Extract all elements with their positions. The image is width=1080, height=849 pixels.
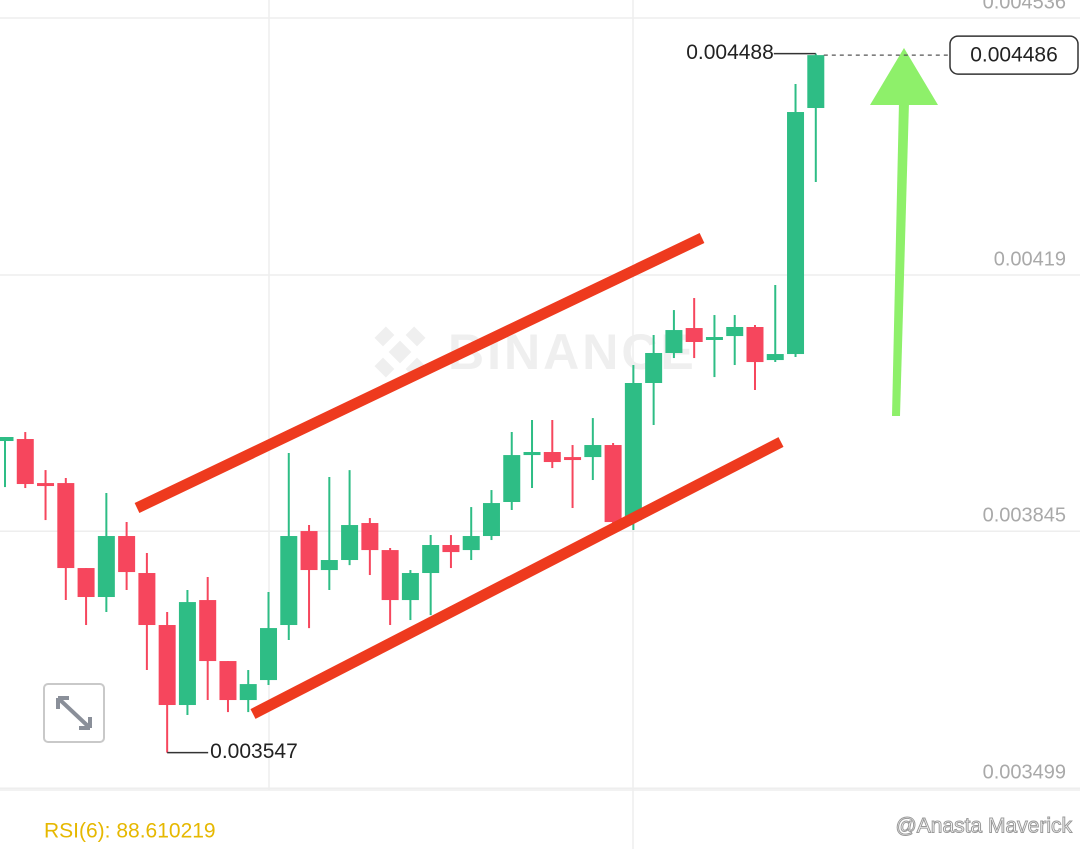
- candle-body: [746, 326, 764, 363]
- candle-body: [523, 452, 541, 456]
- current-price-box: [949, 35, 1079, 75]
- candle-body: [624, 383, 642, 521]
- candle-body: [665, 330, 683, 353]
- candle-body: [787, 112, 805, 355]
- candle-body: [543, 452, 561, 463]
- candle-body: [685, 328, 703, 342]
- candle-body: [422, 545, 440, 574]
- y-tick-label: 0.004536: [983, 0, 1066, 13]
- candle-body: [320, 560, 338, 571]
- candle-body: [705, 337, 723, 340]
- fullscreen-button[interactable]: [43, 683, 105, 743]
- candle-body: [300, 531, 318, 571]
- candle-body: [37, 483, 55, 487]
- candle-body: [280, 536, 298, 626]
- candle-body: [462, 536, 480, 551]
- plot-area: [0, 17, 1080, 790]
- candle-body: [807, 55, 825, 109]
- candle-body: [118, 536, 136, 573]
- candle-body: [239, 684, 257, 701]
- indicator-label: RSI(6): 88.610219: [44, 820, 216, 843]
- candle-body: [0, 437, 14, 442]
- candle-body: [158, 625, 176, 706]
- y-tick-label: 0.003845: [983, 505, 1066, 527]
- candle-body: [57, 483, 75, 569]
- up-arrow: [870, 48, 938, 416]
- candle-body: [442, 545, 460, 553]
- candle-body: [341, 525, 359, 561]
- high-label: 0.004488: [686, 41, 774, 64]
- candle-body: [199, 600, 217, 662]
- candle-body: [645, 352, 663, 384]
- y-tick-label: 0.00419: [994, 248, 1066, 270]
- y-tick-label: 0.003499: [983, 762, 1066, 784]
- candle-body: [361, 523, 379, 551]
- channel-lower: [250, 437, 784, 719]
- candle-body: [381, 550, 399, 601]
- candle-body: [77, 568, 95, 598]
- candle-body: [97, 536, 115, 598]
- candle-body: [178, 602, 196, 706]
- candle-body: [584, 445, 602, 458]
- candle-body: [482, 503, 500, 537]
- current-price-label: 0.004486: [970, 44, 1058, 67]
- candle-body: [503, 455, 521, 503]
- candle-body: [564, 457, 582, 461]
- credit: @Anasta Maverick: [895, 815, 1072, 838]
- candle-body: [138, 573, 156, 626]
- candle-body: [726, 326, 744, 337]
- candle-body: [766, 354, 784, 361]
- channel-upper: [134, 233, 705, 513]
- candle-body: [16, 439, 34, 485]
- candle-body: [219, 661, 237, 701]
- candle-body: [260, 628, 278, 681]
- low-label: 0.003547: [210, 740, 298, 763]
- candle-body: [401, 573, 419, 601]
- candle-body: [604, 445, 622, 523]
